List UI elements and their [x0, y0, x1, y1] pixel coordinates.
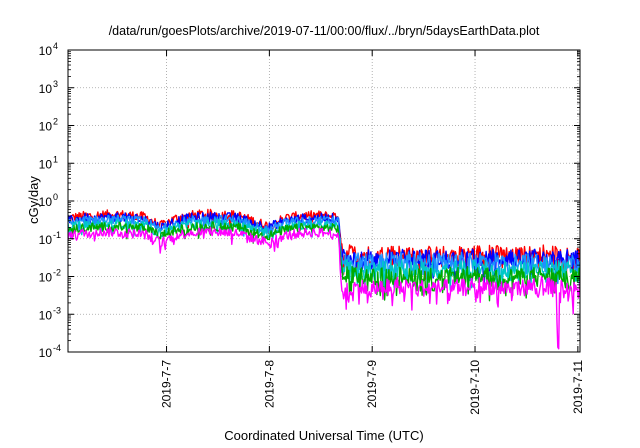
y-tick-exponent: 0 — [53, 192, 58, 202]
series-line-6 — [68, 226, 580, 350]
y-tick-exponent: -4 — [53, 343, 61, 353]
x-axis-label: Coordinated Universal Time (UTC) — [224, 428, 423, 443]
y-tick-exponent: 1 — [53, 154, 58, 164]
series-line-3 — [68, 214, 580, 285]
chart-title: /data/run/goesPlots/archive/2019-07-11/0… — [109, 24, 540, 38]
y-tick-exponent: 3 — [53, 79, 58, 89]
y-tick-label: 10 — [39, 82, 53, 96]
y-tick-exponent: -3 — [53, 305, 61, 315]
y-tick-label: 10 — [39, 195, 53, 209]
x-tick-label: 2019-7-10 — [468, 360, 482, 415]
x-tick-label: 2019-7-11 — [571, 360, 585, 414]
y-tick-label: 10 — [39, 44, 53, 58]
y-tick-exponent: 2 — [53, 117, 58, 127]
y-tick-label: 10 — [39, 308, 53, 322]
y-tick-label: 10 — [39, 120, 53, 134]
y-tick-exponent: -1 — [53, 230, 61, 240]
y-tick-label: 10 — [39, 271, 53, 285]
x-tick-label: 2019-7-7 — [160, 360, 174, 408]
y-tick-label: 10 — [39, 233, 53, 247]
y-tick-label: 10 — [39, 346, 53, 360]
y-tick-exponent: 4 — [53, 41, 58, 51]
x-tick-label: 2019-7-8 — [262, 360, 276, 408]
y-tick-exponent: -2 — [53, 268, 61, 278]
x-tick-label: 2019-7-9 — [365, 360, 379, 408]
series-layer — [68, 208, 580, 350]
y-axis-label: cGy/day — [26, 176, 41, 224]
y-tick-label: 10 — [39, 157, 53, 171]
series-line-5 — [68, 221, 580, 302]
